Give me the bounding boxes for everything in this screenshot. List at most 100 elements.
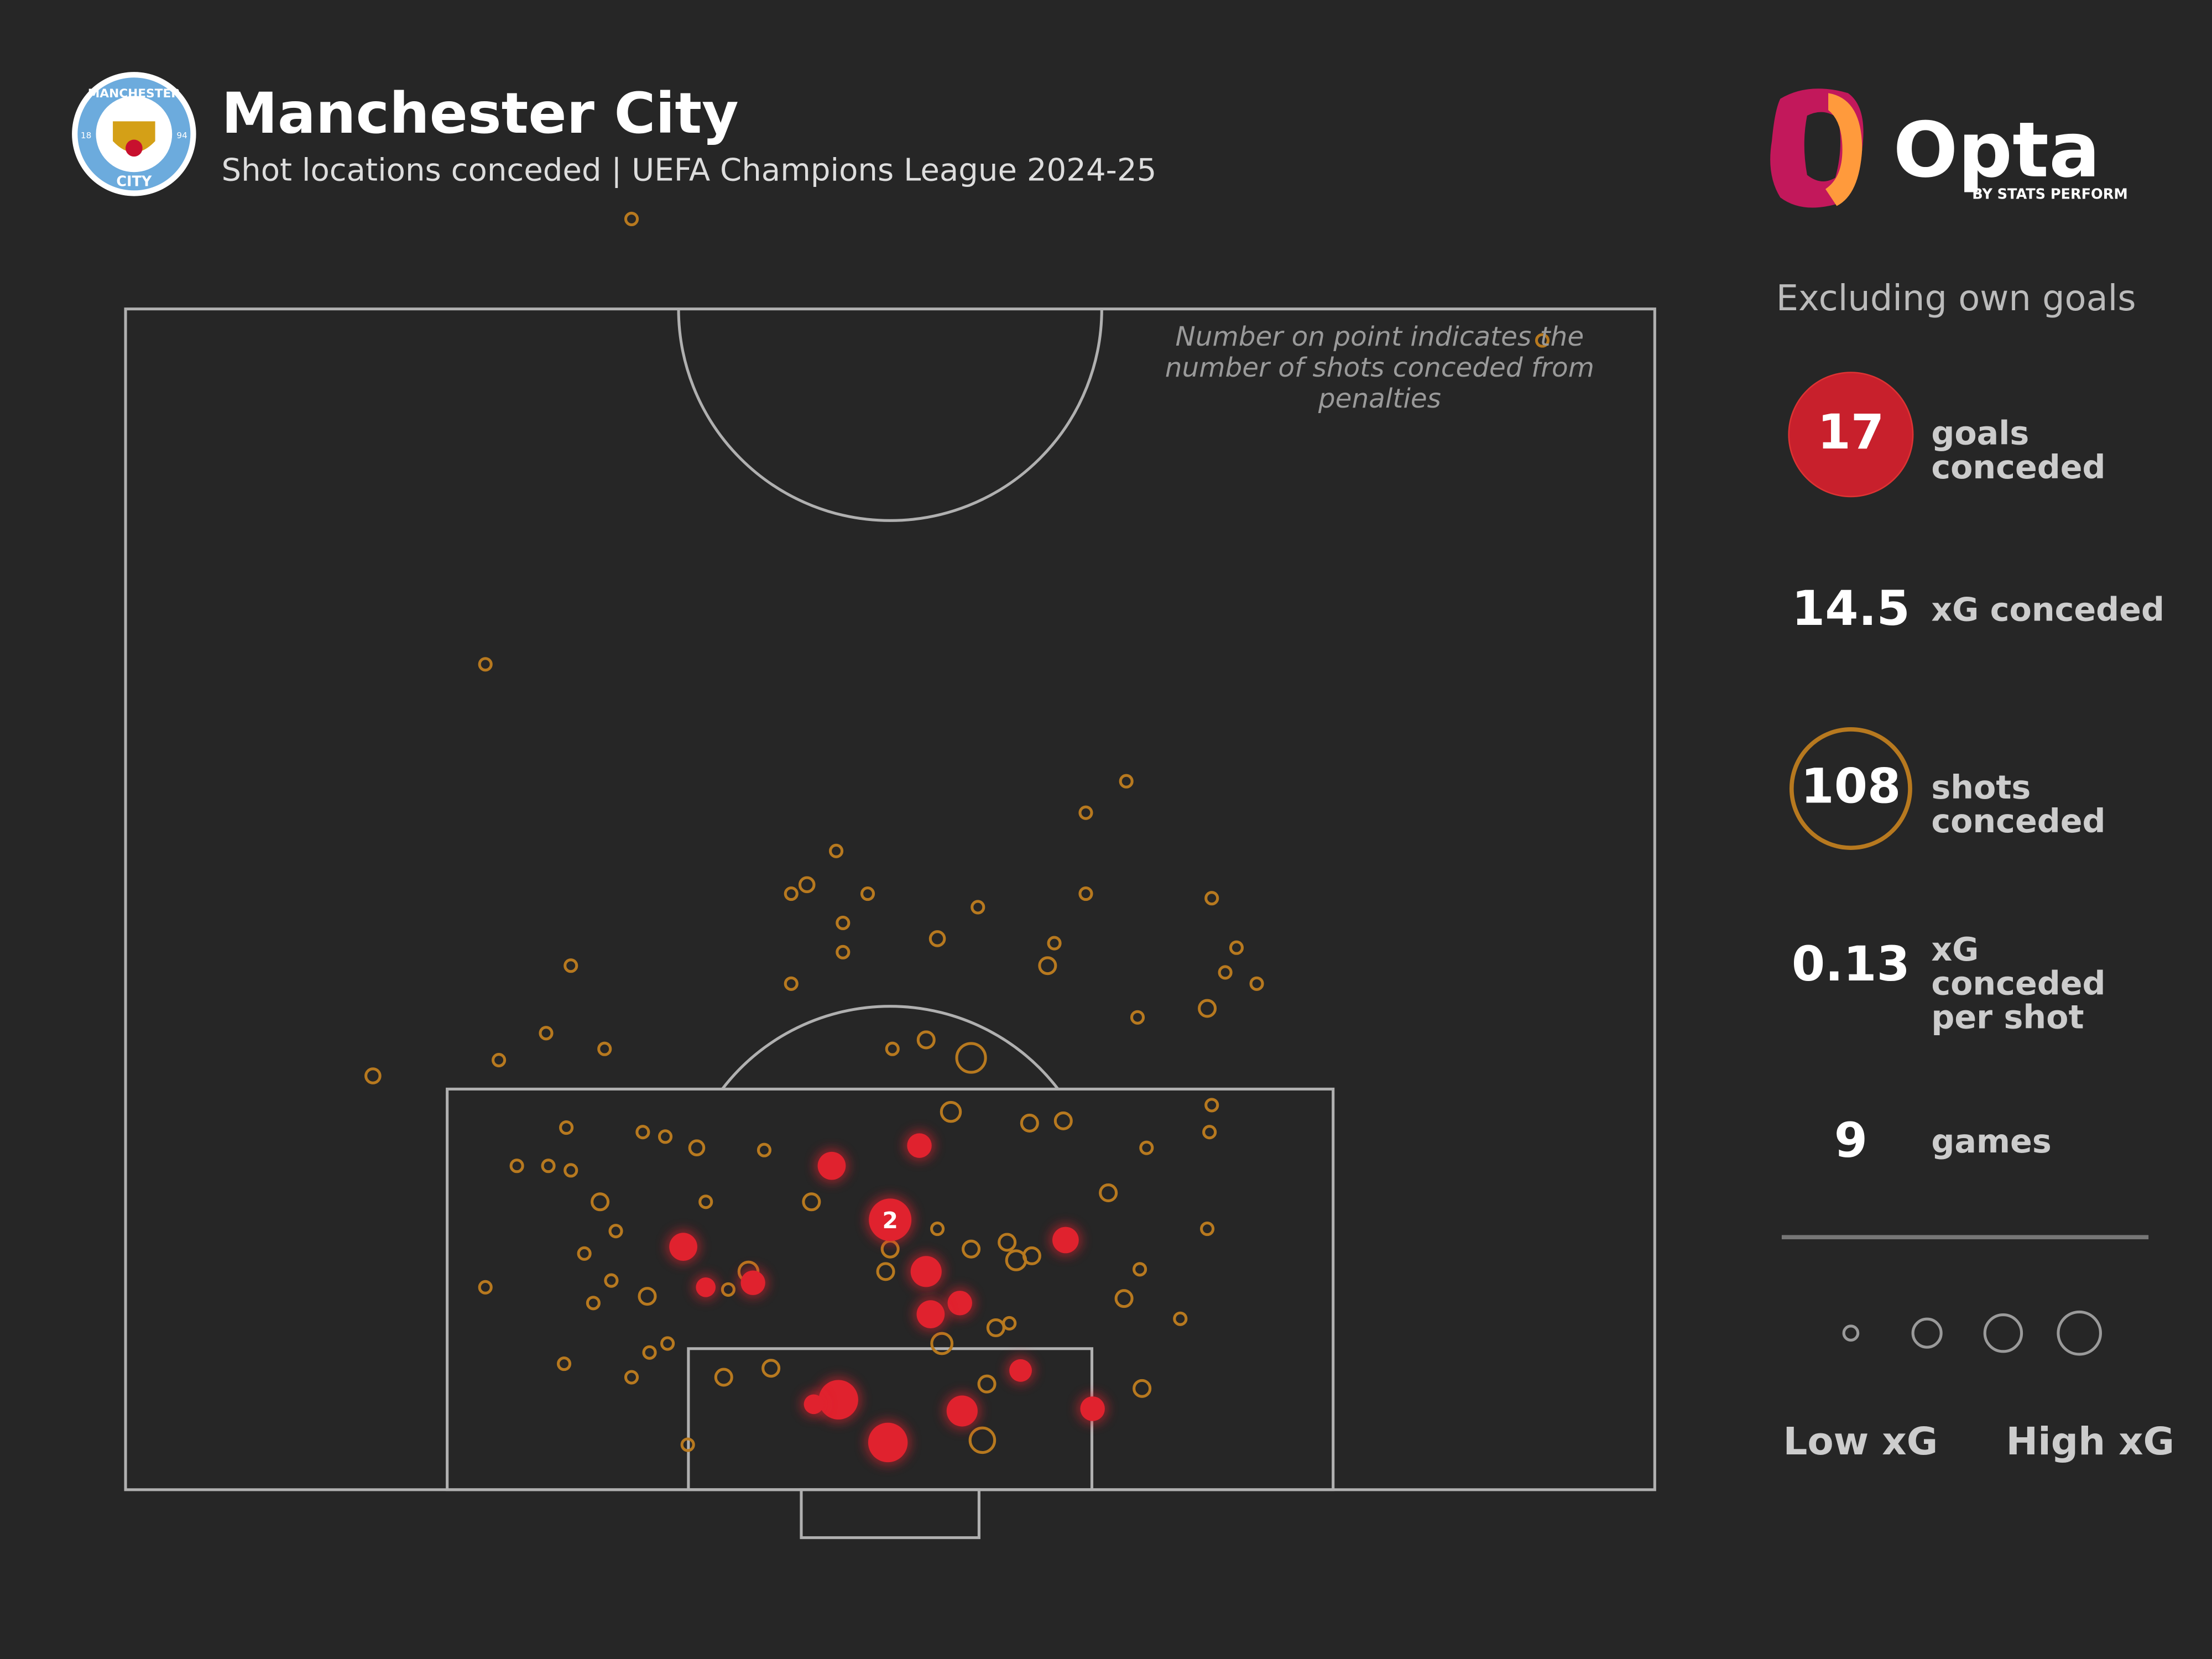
shot [608,1224,623,1239]
penalty [869,1198,912,1241]
shot [586,1296,601,1311]
shots: 2 [364,211,1550,1465]
goal [947,1291,972,1316]
size-legend [1842,1310,2102,1356]
shot [1078,886,1093,901]
shot [971,900,985,915]
goal [740,1270,765,1295]
shot [658,1129,673,1144]
shot [784,976,799,991]
shot [930,1332,954,1355]
note: Number on point indicates the number of … [1165,321,1594,415]
title: Manchester City [221,81,739,147]
shot [1133,1379,1152,1398]
shot [556,1357,572,1371]
shots-badge [1789,727,1912,850]
shot [798,876,816,894]
shot [876,1262,895,1281]
subtitle: Shot locations conceded | UEFA Champions… [221,154,1157,189]
goal [907,1133,932,1158]
shot [635,1125,650,1140]
shot [1022,1246,1041,1265]
shot [829,843,844,858]
stat-label: games [1931,1124,2052,1161]
shot [1229,940,1244,955]
badge-left: 18 [81,131,91,140]
shot [1173,1311,1188,1326]
goal [1080,1396,1105,1421]
stat-label: xG conceded [1931,592,2164,629]
shot [1130,1010,1145,1025]
shot [541,1159,556,1173]
shot [860,886,875,901]
shot [638,1287,657,1306]
shot [761,1359,781,1378]
shot [1038,956,1057,975]
badge-right: 94 [176,131,187,140]
shot [1020,1113,1039,1133]
shot [1204,891,1219,906]
shot [624,211,639,227]
shot [836,945,851,959]
shot [564,958,578,973]
shot [1139,1140,1154,1155]
shot [998,1233,1017,1252]
stat-value: 108 [1801,759,1901,816]
legend-high: High xG [2006,1420,2175,1464]
shot [1218,965,1233,980]
shot [509,1159,524,1173]
shot [604,1273,619,1288]
shot [680,1437,695,1452]
shot [559,1120,574,1135]
shot [624,1370,639,1385]
goal [696,1277,716,1297]
shot [757,1142,772,1157]
brand-name: Opta [1893,106,2100,195]
shot [986,1318,1005,1338]
shot [962,1239,981,1259]
legend-low: Low xG [1783,1420,1938,1464]
goal [910,1256,942,1287]
shot [1202,1125,1217,1140]
badge: MANCHESTER CITY 18 94 [72,72,196,196]
shot [1198,999,1217,1018]
shot [478,657,493,672]
goal [1009,1359,1032,1382]
shot [688,1139,706,1156]
stat-label: goals conceded [1931,416,2106,487]
shot [784,886,799,901]
brand-logo: Opta BY STATS PERFORM [1770,88,2128,208]
shot [642,1345,657,1360]
summary-note: Excluding own goals [1776,278,2136,319]
shot [1078,805,1093,820]
shot [802,1192,821,1212]
shot [1249,976,1264,991]
goal [868,1422,908,1463]
shot [597,1041,612,1056]
shot [1053,1111,1073,1130]
shot [1119,774,1134,789]
goal [804,1394,824,1415]
goal [946,1395,978,1427]
penalty-count: 2 [882,1207,898,1234]
badge-top: MANCHESTER [88,87,181,101]
shot [836,915,851,931]
shot [940,1100,962,1123]
shot [885,1041,900,1056]
shot [1535,333,1550,348]
goals-badge [1788,372,1914,498]
goal [818,1380,858,1420]
stat-label: shots conceded [1931,770,2106,841]
shot [1200,1222,1215,1237]
shot [977,1374,997,1394]
shot [714,1368,733,1387]
shot [577,1246,592,1261]
shot [968,1426,997,1454]
shot [955,1042,987,1074]
shot [660,1336,675,1351]
badge-bottom: CITY [116,174,152,190]
shot [591,1192,610,1212]
